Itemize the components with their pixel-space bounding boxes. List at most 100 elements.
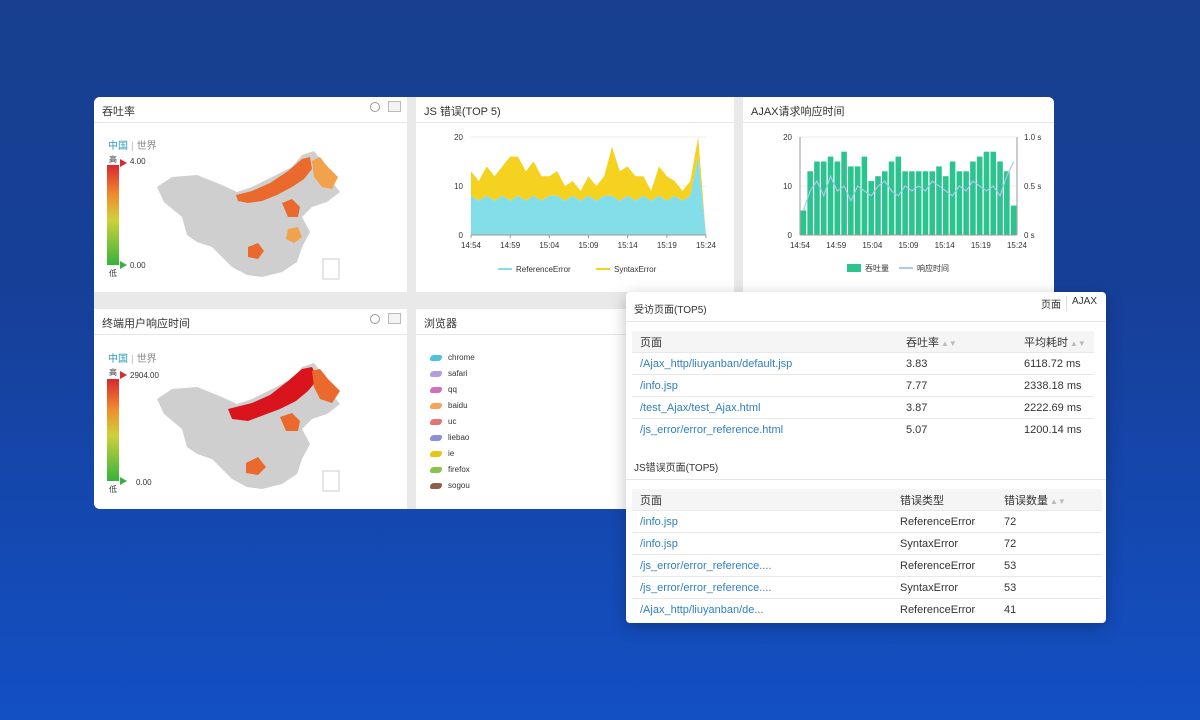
throughput-bar[interactable] [807, 171, 813, 235]
browser-legend-item[interactable]: sogou [430, 481, 470, 490]
page-link[interactable]: /Ajax_http/liuyanban/de... [632, 598, 892, 620]
page-link[interactable]: /js_error/error_reference.... [632, 554, 892, 577]
browser-color-swatch [430, 354, 442, 361]
x-tick-label: 15:19 [971, 241, 992, 250]
scale-max-value: 2904.00 [130, 371, 159, 380]
throughput-bar[interactable] [1010, 205, 1017, 235]
throughput-bar[interactable] [963, 171, 969, 235]
china-map[interactable] [152, 147, 352, 287]
throughput-panel: 吞吐率 中国 | 世界 高 4.00 0.00 低 [94, 97, 407, 292]
col-header[interactable]: 错误数量 ▲▼ [996, 489, 1102, 511]
browser-color-swatch [430, 418, 442, 425]
error-count: 41 [996, 598, 1102, 620]
table-row: /info.jsp SyntaxError 72 [632, 532, 1102, 555]
browser-legend-item[interactable]: liebao [430, 433, 469, 442]
col-header[interactable]: 吞吐率 ▲▼ [898, 331, 1016, 353]
throughput-value: 3.87 [898, 396, 1016, 419]
throughput-bar[interactable] [841, 151, 847, 235]
throughput-bar[interactable] [956, 171, 963, 235]
throughput-bar[interactable] [922, 171, 929, 235]
x-tick-label: 15:24 [1007, 241, 1028, 250]
y-tick-label: 0 [788, 231, 793, 240]
tab-china[interactable]: 中国 [108, 141, 128, 152]
globe-icon[interactable] [370, 101, 380, 112]
page-link[interactable]: /js_error/error_reference.html [632, 418, 898, 440]
table-view-icon[interactable] [388, 313, 401, 324]
page-link[interactable]: /Ajax_http/liuyanban/default.jsp [632, 352, 898, 375]
color-scale[interactable] [107, 165, 119, 265]
ajax-bar-chart[interactable]: 0 10 20 0 s 0.5 s 1.0 s 14:54 14:59 15:04 15:09 15… [743, 123, 1054, 288]
y-tick-label: 20 [454, 133, 463, 142]
tab-ajax[interactable]: AJAX [1065, 296, 1102, 311]
error-type: ReferenceError [892, 510, 996, 533]
throughput-bar[interactable] [868, 181, 874, 235]
tab-world[interactable]: 世界 [136, 141, 157, 152]
browser-label: baidu [448, 401, 468, 410]
page-link[interactable]: /info.jsp [632, 374, 898, 397]
throughput-bar[interactable] [1004, 171, 1010, 235]
page-link[interactable]: /js_error/error_reference.... [632, 576, 892, 599]
browser-legend-item[interactable]: chrome [430, 353, 475, 362]
page-link[interactable]: /info.jsp [632, 532, 892, 555]
browser-legend-item[interactable]: baidu [430, 401, 468, 410]
throughput-bar[interactable] [875, 176, 881, 235]
page-link[interactable]: /test_Ajax/test_Ajax.html [632, 396, 898, 419]
tab-pages[interactable]: 页面 [1040, 300, 1061, 311]
globe-icon[interactable] [370, 313, 380, 324]
scale-low-label: 低 [109, 485, 117, 494]
legend-label[interactable]: ReferenceError [516, 265, 571, 274]
throughput-bar[interactable] [949, 161, 956, 236]
throughput-bar[interactable] [976, 156, 983, 235]
response-time-line [802, 161, 1015, 211]
throughput-bar[interactable] [943, 176, 949, 235]
throughput-bar[interactable] [800, 210, 807, 236]
browser-color-swatch [430, 466, 442, 473]
throughput-bar[interactable] [888, 161, 895, 236]
js-error-area-chart[interactable]: 0 10 20 14:54 14:59 15:04 15:09 15:14 15:19 15:24… [416, 123, 734, 288]
throughput-bar[interactable] [970, 161, 976, 236]
throughput-bar[interactable] [881, 171, 888, 235]
table-row: /test_Ajax/test_Ajax.html 3.87 2222.69 m… [632, 396, 1094, 419]
throughput-bar[interactable] [936, 166, 942, 235]
throughput-bar[interactable] [827, 156, 834, 235]
throughput-bar[interactable] [997, 161, 1003, 236]
throughput-bar[interactable] [929, 171, 936, 235]
tab-world[interactable]: 世界 [136, 354, 157, 365]
col-header[interactable]: 平均耗时 ▲▼ [1016, 331, 1094, 353]
browser-legend-item[interactable]: ie [430, 449, 454, 458]
throughput-bar[interactable] [854, 166, 861, 235]
throughput-bar[interactable] [814, 161, 820, 236]
throughput-bar[interactable] [861, 156, 868, 235]
scale-max-value: 4.00 [130, 157, 146, 166]
table-view-icon[interactable] [388, 101, 401, 112]
browser-legend-item[interactable]: safari [430, 369, 468, 378]
sort-icon: ▲▼ [1070, 338, 1086, 348]
throughput-bar[interactable] [983, 151, 990, 235]
browser-legend-item[interactable]: qq [430, 385, 457, 394]
throughput-bar[interactable] [990, 151, 997, 235]
legend-label[interactable]: 吞吐量 [865, 264, 889, 273]
throughput-bar[interactable] [902, 171, 908, 235]
throughput-bar[interactable] [915, 171, 922, 235]
col-header[interactable]: 错误类型 [892, 489, 996, 511]
x-tick-label: 14:54 [790, 241, 811, 250]
error-type: ReferenceError [892, 598, 996, 620]
throughput-bar[interactable] [820, 161, 827, 236]
throughput-bar[interactable] [834, 161, 841, 236]
browser-legend-item[interactable]: firefox [430, 465, 470, 474]
page-link[interactable]: /info.jsp [632, 510, 892, 533]
visited-pages-table: 页面 吞吐率 ▲▼ 平均耗时 ▲▼ /Ajax_http/liuyanban/def… [632, 331, 1094, 440]
browser-legend-item[interactable]: uc [430, 417, 456, 426]
col-header[interactable]: 页面 [632, 331, 898, 353]
china-map[interactable] [152, 359, 352, 499]
browser-color-swatch [430, 370, 442, 377]
error-type: ReferenceError [892, 554, 996, 577]
col-header[interactable]: 页面 [632, 489, 892, 511]
tab-china[interactable]: 中国 [108, 354, 128, 365]
throughput-bar[interactable] [909, 171, 915, 235]
color-scale[interactable] [107, 379, 119, 481]
legend-label[interactable]: SyntaxError [614, 265, 657, 274]
table-row: /info.jsp 7.77 2338.18 ms [632, 374, 1094, 397]
legend-label[interactable]: 响应时间 [917, 263, 949, 273]
x-tick-label: 15:04 [862, 241, 883, 250]
